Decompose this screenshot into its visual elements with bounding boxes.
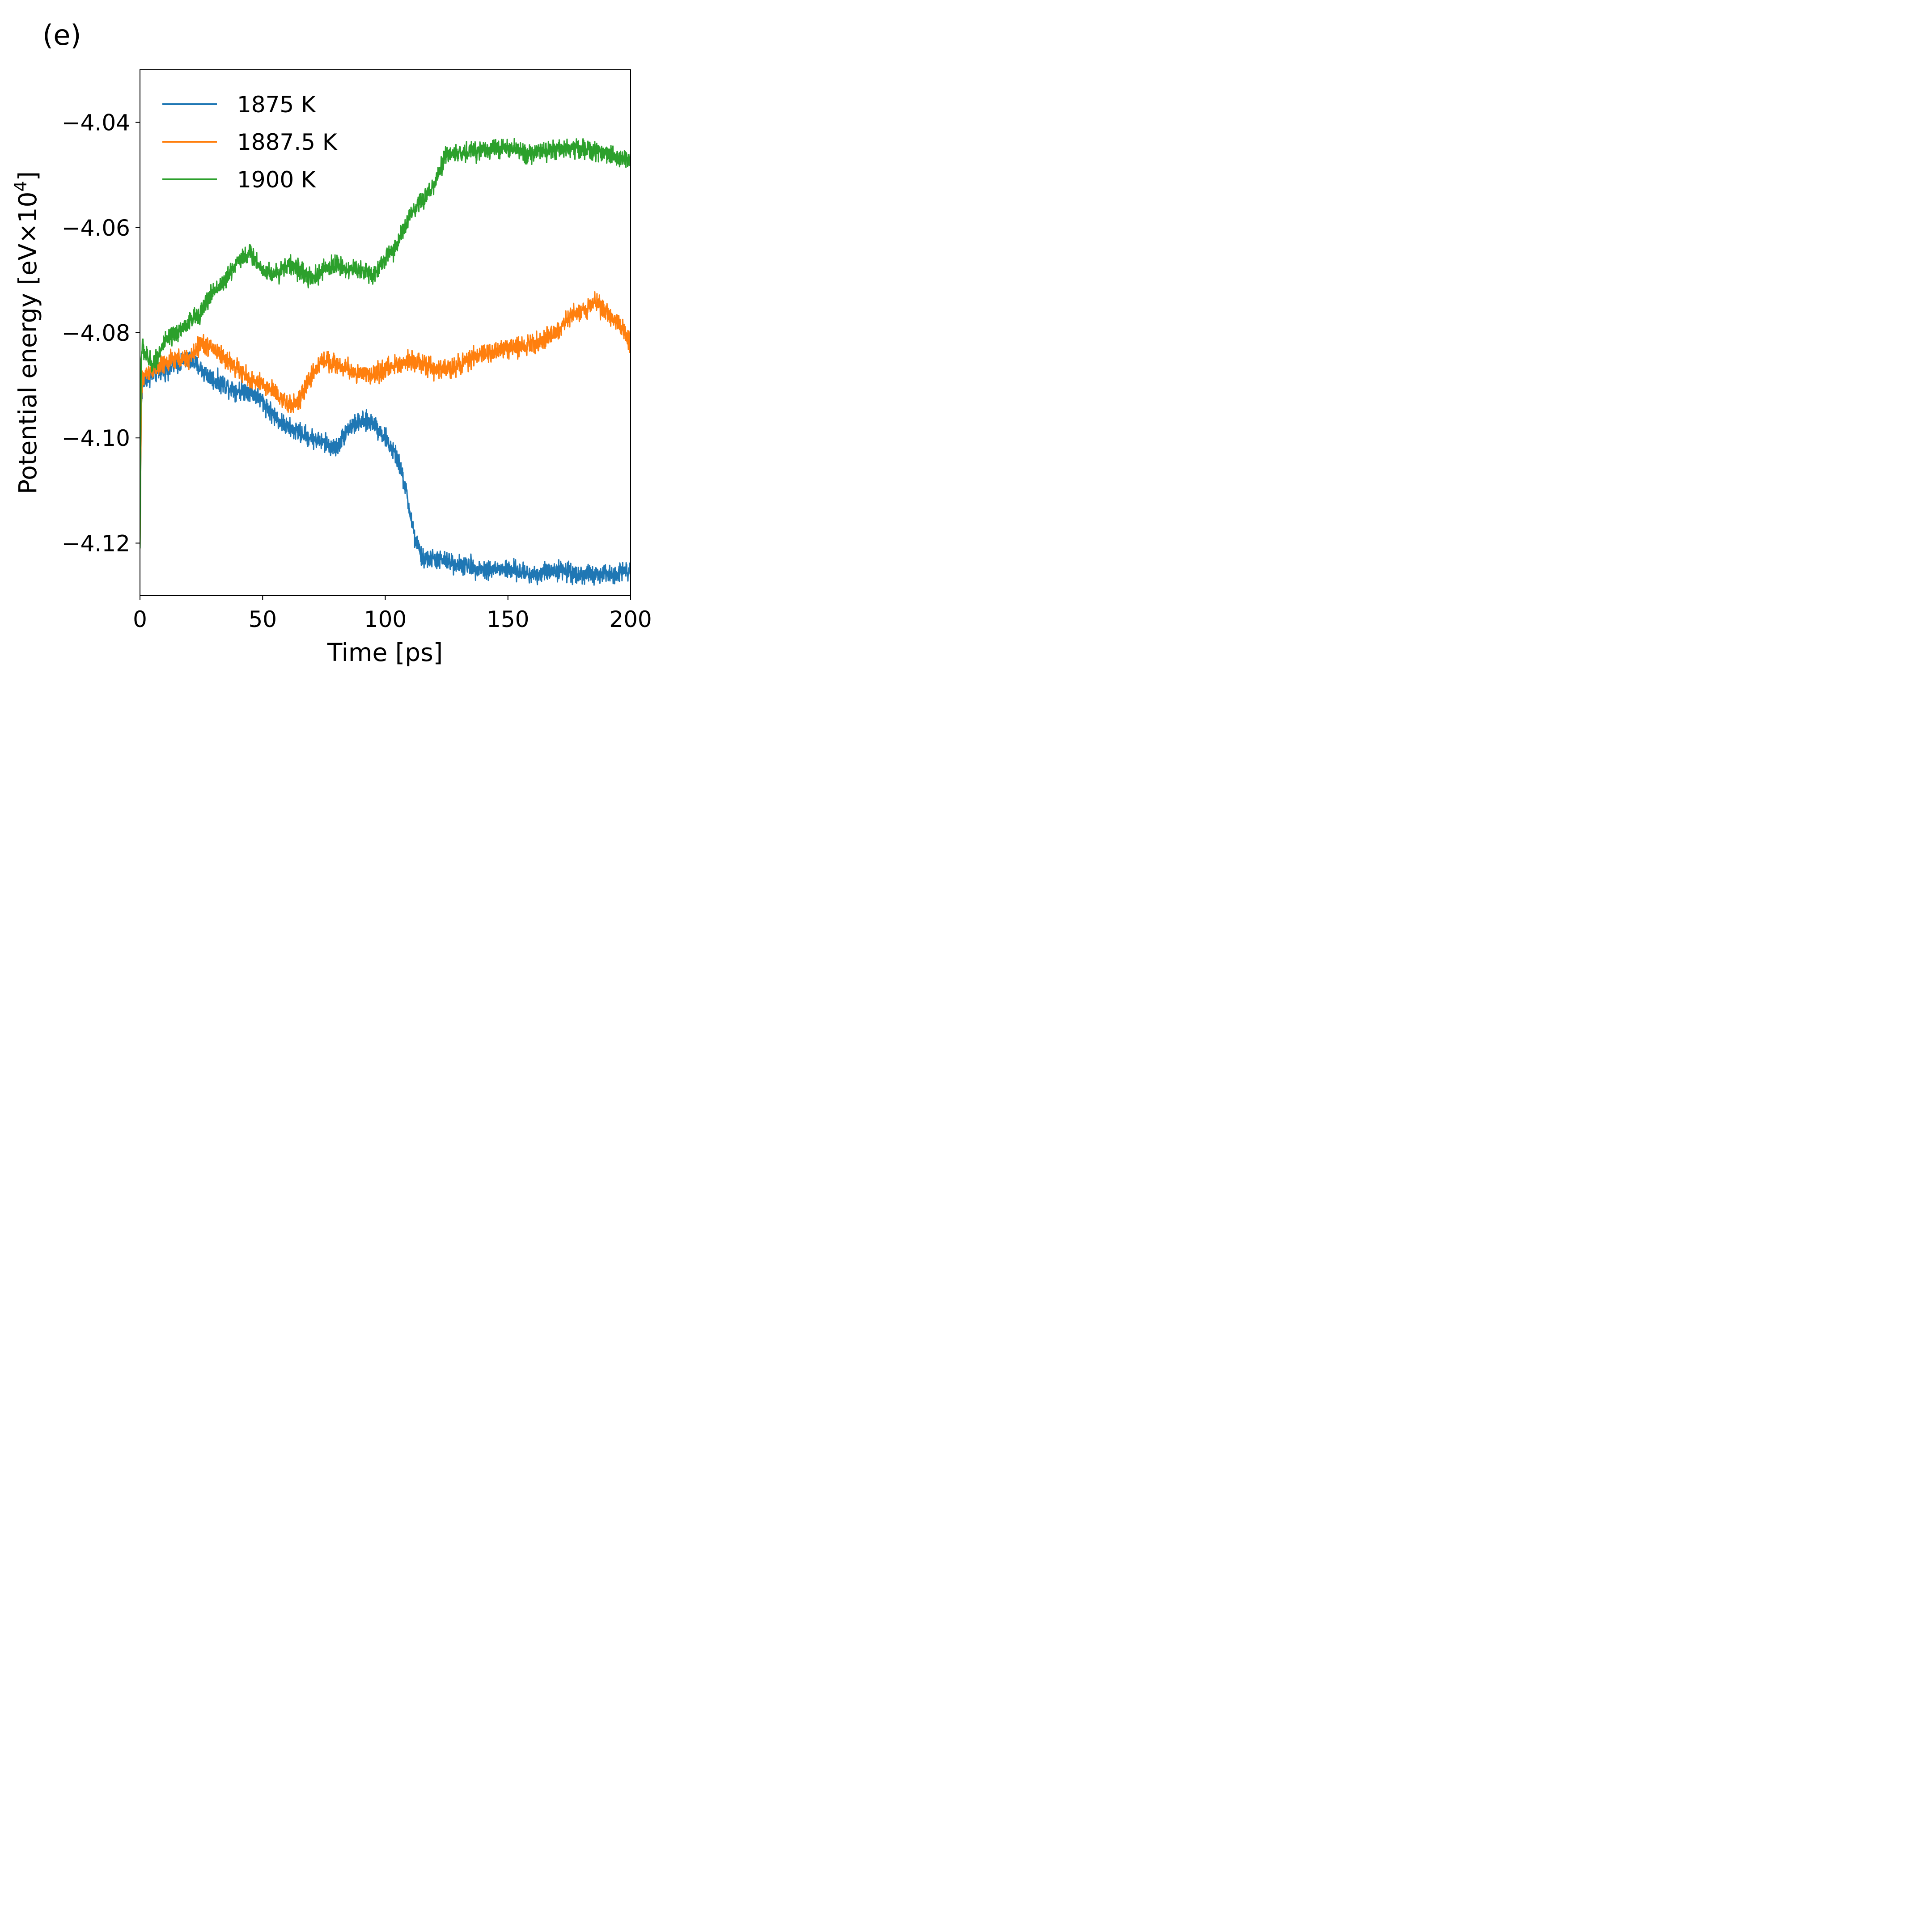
panel-label: (e)	[42, 19, 81, 51]
y-tick-label: −4.12	[62, 530, 130, 556]
y-axis-label-main: Potential energy [eV×10	[13, 192, 42, 495]
x-tick-label: 100	[364, 606, 407, 632]
y-axis-label: Potential energy [eV×104]	[11, 171, 42, 494]
y-axis-label-close: ]	[13, 171, 42, 181]
series-line	[140, 291, 631, 549]
x-axis: 0 50 100 150 200	[133, 596, 652, 632]
plot-series	[140, 138, 631, 586]
x-tick-label: 150	[487, 606, 529, 632]
y-axis: −4.04 −4.06 −4.08 −4.10 −4.12	[62, 110, 140, 556]
legend-label: 1887.5 K	[237, 129, 338, 155]
legend: 1875 K 1887.5 K 1900 K	[162, 92, 338, 193]
legend-label: 1900 K	[237, 167, 316, 193]
x-tick-label: 200	[609, 606, 652, 632]
x-tick-label: 50	[248, 606, 277, 632]
y-axis-label-exponent: 4	[11, 181, 30, 191]
y-tick-label: −4.04	[62, 110, 130, 136]
y-tick-label: −4.10	[62, 425, 130, 451]
y-axis-label-group: Potential energy [eV×104]	[11, 171, 42, 494]
figure: (e) 0 50 100 150 200 −4.04−4.06−4.08−4.10−4.…	[11, 19, 652, 667]
y-tick-label: −4.06	[62, 215, 130, 241]
series-line	[140, 138, 631, 549]
y-tick-label: −4.08	[62, 320, 130, 346]
series-line	[140, 350, 631, 586]
x-axis-label: Time [ps]	[327, 638, 443, 667]
legend-label: 1875 K	[237, 92, 316, 118]
x-tick-label: 0	[133, 606, 147, 632]
